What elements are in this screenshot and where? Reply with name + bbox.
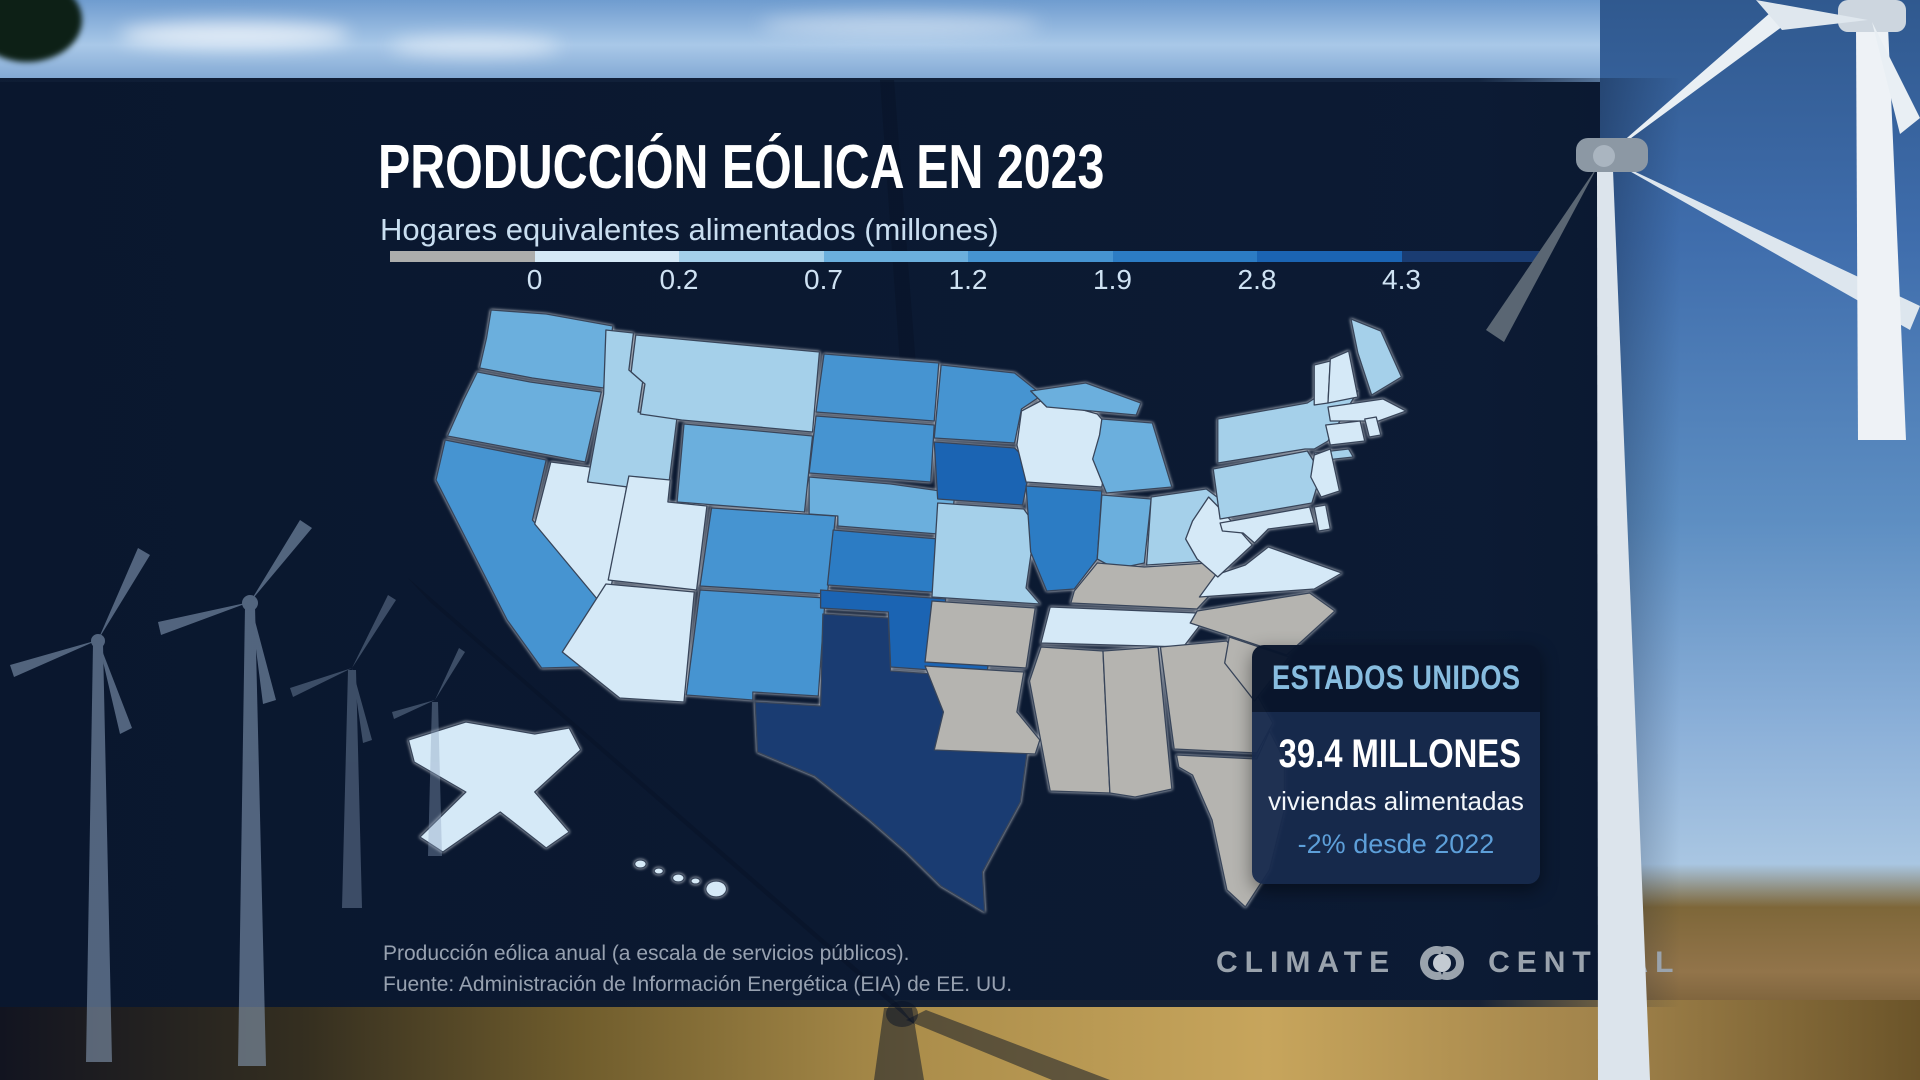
state-de <box>1314 505 1330 531</box>
callout-value: 39.4 MILLONES <box>1278 732 1522 776</box>
state-ma <box>1328 399 1406 421</box>
state-il <box>1026 486 1102 591</box>
source-line-1: Producción eólica anual (a escala de ser… <box>383 942 910 965</box>
state-co <box>700 508 835 594</box>
logo-word-climate: CLIMATE <box>1216 946 1397 979</box>
legend-tick: 0 <box>526 264 543 295</box>
legend-tick: 0.2 <box>659 264 699 295</box>
state-ca <box>436 440 622 668</box>
state-ct <box>1326 421 1365 445</box>
state-nm <box>686 590 825 700</box>
state-tn <box>1041 607 1206 647</box>
callout-region: ESTADOS UNIDOS <box>1271 659 1521 697</box>
state-sd <box>809 416 934 482</box>
state-me <box>1351 319 1402 395</box>
legend-segment <box>1112 251 1257 262</box>
state-mt <box>631 335 819 432</box>
legend-segment <box>1401 251 1546 262</box>
state-az <box>562 584 694 702</box>
legend-tick: 0.7 <box>804 264 843 295</box>
state-la <box>925 666 1040 754</box>
us-total-callout: ESTADOS UNIDOS 39.4 MILLONES viviendas a… <box>1252 645 1540 884</box>
page-title: PRODUCCIÓN EÓLICA EN 2023 <box>378 133 1105 202</box>
state-ks <box>827 530 950 593</box>
state-nj <box>1311 449 1340 497</box>
state-ak <box>408 722 580 852</box>
state-mn <box>934 365 1042 443</box>
state-va <box>1199 547 1341 597</box>
source-line-2: Fuente: Administración de Información En… <box>383 973 1013 996</box>
callout-body: 39.4 MILLONES viviendas alimentadas -2% … <box>1252 712 1540 884</box>
state-mi <box>1031 383 1172 493</box>
legend-segment <box>534 251 679 262</box>
state-ky <box>1071 563 1225 609</box>
state-md <box>1220 507 1314 543</box>
tree-silhouette <box>0 0 82 62</box>
legend-segment <box>968 251 1113 262</box>
state-nd <box>816 354 939 421</box>
legend-color-bar <box>390 251 1546 262</box>
legend-tick: 1.2 <box>948 264 988 295</box>
state-wy <box>677 424 812 512</box>
legend-tick: 1.9 <box>1093 264 1132 295</box>
state-wv <box>1186 497 1253 577</box>
legend-tick: 2.8 <box>1237 264 1277 295</box>
legend-tick-labels: 0 0.2 0.7 1.2 1.9 2.8 4.3 <box>390 264 1546 304</box>
state-in <box>1097 495 1151 569</box>
legend-segment <box>390 251 535 262</box>
state-mo <box>932 503 1040 604</box>
callout-header: ESTADOS UNIDOS <box>1252 645 1540 712</box>
state-or <box>447 372 601 462</box>
page-subtitle: Hogares equivalentes alimentados (millon… <box>380 212 999 247</box>
climate-central-rings-icon <box>1420 946 1465 980</box>
callout-value-label: viviendas alimentadas <box>1268 786 1524 816</box>
legend-segment <box>679 251 824 262</box>
cloud <box>120 22 350 48</box>
logo-word-central: CENTRAL <box>1488 946 1681 979</box>
state-ut <box>608 476 707 590</box>
cloud <box>760 14 1040 36</box>
climate-central-logo: CLIMATE CENTRAL <box>1216 944 1680 982</box>
callout-change: -2% desde 2022 <box>1297 829 1495 859</box>
state-ne <box>809 477 955 535</box>
state-al <box>1103 647 1172 797</box>
state-ms <box>1030 647 1110 793</box>
us-choropleth-map <box>400 290 1430 940</box>
state-hi <box>635 860 727 897</box>
state-ri <box>1365 417 1381 437</box>
state-ar <box>925 601 1035 668</box>
state-nh <box>1328 351 1358 403</box>
state-wa <box>480 310 613 388</box>
legend-segment <box>1257 251 1402 262</box>
legend-segment <box>823 251 968 262</box>
legend-tick: 4.3 <box>1382 264 1421 295</box>
source-note: Producción eólica anual (a escala de ser… <box>383 938 1012 1000</box>
cloud <box>390 36 560 56</box>
state-ia <box>934 442 1030 505</box>
field-photo-strip <box>0 1000 1920 1080</box>
